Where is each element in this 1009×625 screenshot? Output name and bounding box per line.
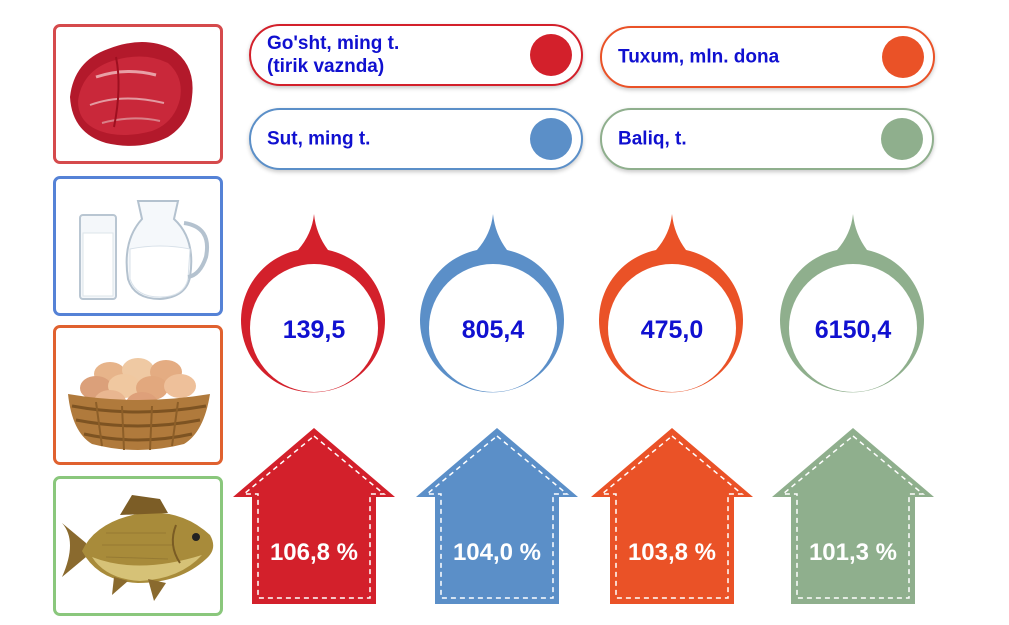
meat-arrow [233,428,395,604]
meat-volume: 139,5 [283,316,346,344]
eggs-volume: 475,0 [641,316,704,344]
milk-arrow [416,428,578,604]
legend-eggs-label: Tuxum, mln. dona [618,46,780,68]
legend-meat-line-2: (tirik vaznda) [267,56,385,77]
fish-arrow-stitch [780,435,926,599]
meat-indicator: 139,5 106,8 % [233,214,395,604]
legend-meat-label: Go'sht, ming t. (tirik vaznda) [267,32,399,78]
eggs-arrow-stitch [599,435,745,599]
legend-milk: Sut, ming t. [249,108,583,170]
meat-icon [70,42,193,146]
milk-icon [79,200,209,301]
legend-meat-dot [530,34,572,76]
milk-arrow-stitch [424,435,570,599]
eggs-drop-inner [608,264,736,392]
meat-image-frame [53,24,223,164]
legend-eggs: Tuxum, mln. dona [600,26,935,88]
legend-eggs-dot [882,36,924,78]
milk-volume: 805,4 [462,316,525,344]
fish-image-frame [53,476,223,616]
milk-image-frame [53,176,223,316]
meat-arrow-stitch [241,435,387,599]
milk-drop-inner [429,264,557,392]
fish-growth: 101,3 % [809,539,897,566]
meat-drop-inner [250,264,378,392]
eggs-arrow [591,428,753,604]
fish-arrow [772,428,934,604]
eggs-growth: 103,8 % [628,539,716,566]
meat-growth: 106,8 % [270,539,358,566]
legend-meat-line-1: Go'sht, ming t. [267,33,400,54]
fish-icon [62,495,214,601]
legend-milk-label: Sut, ming t. [267,128,371,150]
milk-growth: 104,0 % [453,539,541,566]
fish-indicator: 6150,4 101,3 % [772,214,934,604]
fish-drop-inner [789,264,917,392]
legend-fish: Baliq, t. [600,108,934,170]
eggs-indicator: 475,0 103,8 % [591,214,753,604]
eggs-icon [68,358,210,451]
legend-milk-dot [530,118,572,160]
fish-volume: 6150,4 [815,316,892,344]
legend-meat: Go'sht, ming t. (tirik vaznda) [249,24,583,86]
milk-indicator: 805,4 104,0 % [416,214,578,604]
legend-fish-label: Baliq, t. [618,128,687,150]
legend-fish-dot [881,118,923,160]
eggs-image-frame [53,325,223,465]
